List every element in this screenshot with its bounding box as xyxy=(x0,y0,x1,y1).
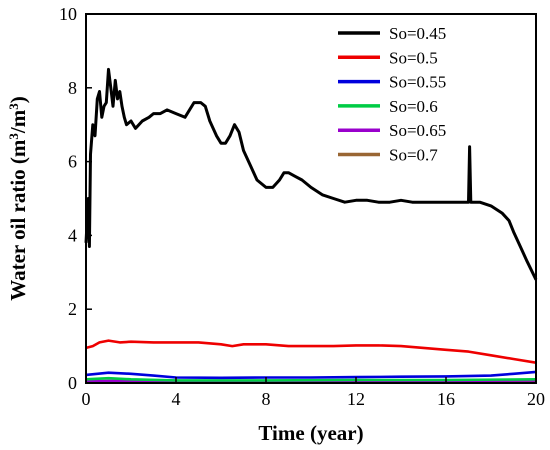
x-tick-label: 16 xyxy=(437,389,455,409)
y-tick-label: 2 xyxy=(68,299,77,319)
series-line-2 xyxy=(85,339,537,364)
series-line-1 xyxy=(84,67,538,281)
y-tick-label: 0 xyxy=(68,373,77,393)
x-tick-label: 4 xyxy=(172,389,181,409)
y-tick-label: 8 xyxy=(68,78,77,98)
x-tick-label: 0 xyxy=(82,389,91,409)
series-line-3 xyxy=(85,370,537,380)
x-tick-label: 20 xyxy=(527,389,545,409)
legend-label-5: So=0.65 xyxy=(389,121,446,140)
legend: So=0.45 So=0.5 So=0.55 So=0.6 So=0.65 So=0.7 xyxy=(338,24,446,165)
y-tick-label: 10 xyxy=(59,4,77,24)
legend-label-1: So=0.45 xyxy=(389,24,446,43)
x-tick-label: 12 xyxy=(347,389,365,409)
legend-label-3: So=0.55 xyxy=(389,73,446,92)
y-axis-title: Water oil ratio (m3/m3) xyxy=(6,96,31,300)
x-tick-label: 8 xyxy=(262,389,271,409)
y-axis-title-mid: /m xyxy=(6,109,30,134)
ticks-layer: 0 4 8 12 16 20 0 2 4 6 8 10 xyxy=(59,4,545,409)
series-line-4 xyxy=(85,376,537,382)
legend-label-4: So=0.6 xyxy=(389,97,438,116)
x-axis-title: Time (year) xyxy=(258,421,363,445)
y-axis-title-end: ) xyxy=(6,96,30,103)
series-layer xyxy=(84,67,538,384)
y-tick-label: 6 xyxy=(68,152,77,172)
y-axis-title-sup1: 3 xyxy=(6,133,21,140)
legend-label-6: So=0.7 xyxy=(389,146,438,165)
legend-label-2: So=0.5 xyxy=(389,48,438,67)
plot-frame xyxy=(85,13,537,384)
y-tick-label: 4 xyxy=(68,225,77,245)
y-axis-title-sup2: 3 xyxy=(6,103,21,110)
y-axis-title-main: Water oil ratio (m xyxy=(6,139,30,301)
